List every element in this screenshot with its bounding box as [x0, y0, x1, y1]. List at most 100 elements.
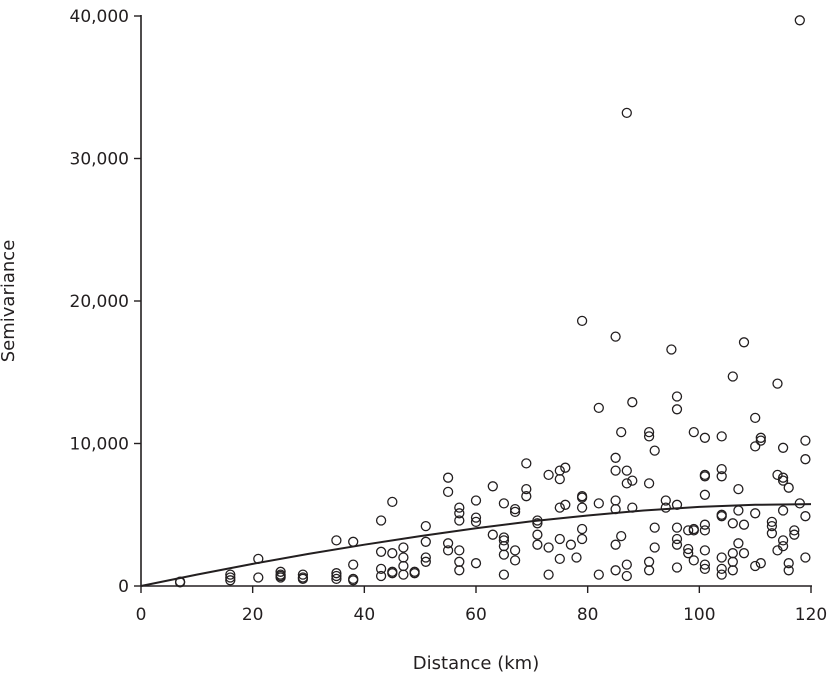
- data-point: [800, 511, 811, 522]
- data-point: [616, 530, 627, 542]
- data-point: [348, 573, 359, 585]
- data-point: [225, 569, 236, 580]
- data-point: [699, 519, 711, 530]
- data-point: [649, 522, 660, 533]
- data-point: [649, 542, 660, 553]
- data-point: [348, 559, 359, 570]
- points-layer: [174, 15, 811, 588]
- data-point: [750, 508, 761, 519]
- data-point: [576, 491, 588, 502]
- data-point: [800, 454, 811, 465]
- data-point: [621, 570, 632, 582]
- x-tick-label: 40: [354, 605, 376, 625]
- data-point: [755, 432, 766, 443]
- data-point: [627, 397, 638, 408]
- data-point: [643, 478, 655, 489]
- y-axis-title: Semivariance: [0, 240, 19, 363]
- data-point: [750, 560, 761, 572]
- data-point: [442, 472, 454, 483]
- data-point: [560, 462, 571, 473]
- data-point: [442, 545, 454, 556]
- data-point: [521, 483, 532, 495]
- data-point: [621, 559, 632, 570]
- data-point: [498, 498, 510, 509]
- data-point: [554, 465, 565, 476]
- data-point: [470, 516, 482, 528]
- data-point: [716, 552, 727, 563]
- data-point: [576, 523, 588, 535]
- data-point: [532, 518, 543, 529]
- data-point: [738, 519, 750, 530]
- data-point: [470, 512, 482, 523]
- data-point: [470, 558, 482, 569]
- data-point: [671, 391, 683, 402]
- data-point: [275, 566, 286, 577]
- data-point: [616, 426, 627, 438]
- data-point: [253, 553, 264, 565]
- data-point: [275, 569, 286, 580]
- data-point: [727, 518, 738, 529]
- data-point: [716, 463, 727, 475]
- data-point: [442, 486, 454, 498]
- data-point: [375, 563, 387, 575]
- data-point: [783, 558, 794, 569]
- data-point: [699, 469, 711, 481]
- data-point: [777, 540, 789, 552]
- data-point: [420, 520, 431, 532]
- data-point: [772, 469, 783, 481]
- data-point: [331, 570, 342, 582]
- data-point: [253, 572, 264, 583]
- y-tick-label: 30,000: [70, 150, 129, 170]
- data-point: [699, 489, 711, 500]
- data-point: [649, 445, 660, 456]
- data-point: [699, 545, 711, 556]
- data-point: [331, 535, 342, 546]
- data-point: [666, 344, 677, 355]
- data-point: [454, 565, 465, 576]
- x-tick-label: 120: [795, 605, 827, 625]
- x-axis-title: Distance (km): [413, 653, 539, 674]
- data-point: [554, 553, 565, 565]
- data-point: [643, 431, 655, 442]
- data-point: [532, 515, 543, 526]
- data-point: [532, 529, 543, 540]
- data-point: [554, 533, 565, 545]
- data-point: [766, 516, 778, 528]
- data-point: [727, 556, 738, 567]
- data-point: [671, 522, 683, 533]
- data-point: [225, 572, 236, 583]
- y-tick-label: 10,000: [70, 435, 129, 455]
- x-tick-label: 100: [683, 605, 715, 625]
- data-point: [409, 566, 420, 577]
- data-point: [727, 371, 738, 382]
- data-point: [420, 536, 431, 547]
- data-point: [454, 545, 465, 556]
- data-point: [794, 15, 805, 26]
- data-point: [331, 568, 342, 579]
- data-point: [543, 469, 554, 481]
- data-point: [576, 533, 588, 545]
- data-point: [498, 549, 510, 560]
- data-point: [498, 532, 510, 543]
- data-point: [348, 536, 359, 547]
- data-point: [660, 495, 671, 506]
- data-point: [610, 452, 621, 463]
- data-point: [593, 498, 604, 509]
- data-point: [777, 535, 789, 546]
- data-point: [571, 552, 582, 563]
- data-point: [398, 560, 409, 572]
- data-point: [733, 483, 744, 495]
- data-point: [766, 520, 778, 532]
- axes: [140, 15, 812, 587]
- data-point: [498, 569, 510, 580]
- data-point: [716, 431, 727, 442]
- data-point: [671, 562, 683, 573]
- data-point: [576, 315, 588, 327]
- data-point: [777, 505, 789, 516]
- data-point: [225, 575, 236, 586]
- data-point: [627, 475, 638, 486]
- data-point: [442, 538, 454, 549]
- data-point: [375, 515, 387, 526]
- data-point: [688, 555, 699, 566]
